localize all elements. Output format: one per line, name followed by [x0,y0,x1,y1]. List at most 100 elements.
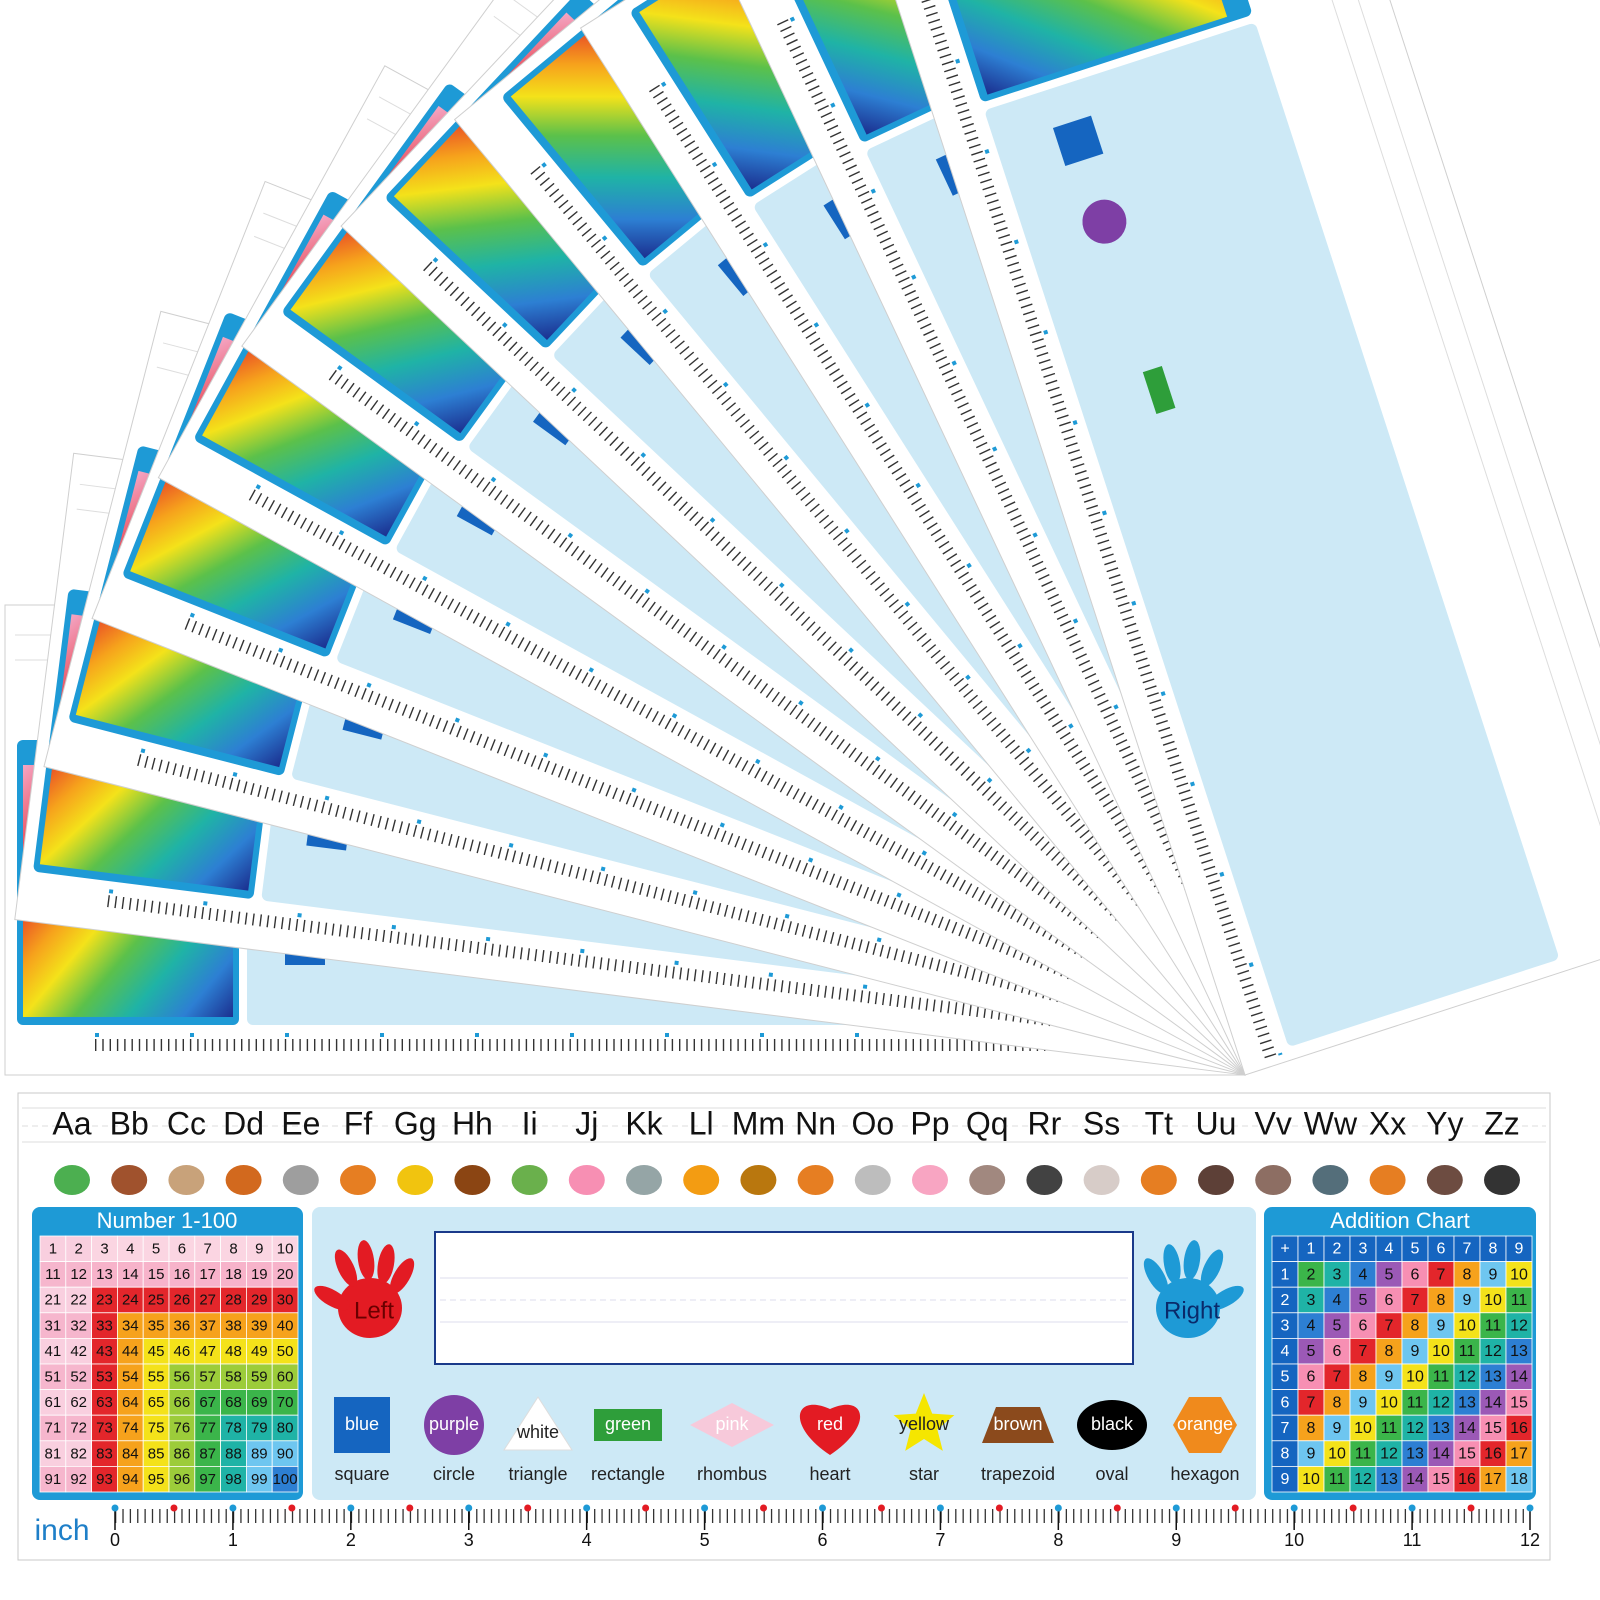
ruler-half-dot [406,1504,414,1512]
number-cell [271,1235,299,1263]
ruler-dot [701,1504,709,1512]
animal-icon [1140,1165,1177,1195]
shape-color-label: green [605,1414,651,1434]
addition-label: 6 [1333,1343,1342,1360]
number-label: 53 [96,1368,113,1385]
number-label: 12 [70,1266,87,1283]
number-label: 52 [70,1368,87,1385]
ruler-half-dot [642,1504,650,1512]
shape-color-label: purple [429,1414,479,1434]
shape-color-label: orange [1177,1414,1233,1434]
addition-header-label: 3 [1359,1241,1368,1258]
number-label: 49 [251,1343,268,1360]
number-label: 27 [199,1292,216,1309]
addition-label: 14 [1406,1471,1424,1488]
number-label: 56 [174,1368,191,1385]
number-cell [245,1261,273,1288]
number-label: 44 [122,1343,139,1360]
animal-icon [54,1165,90,1195]
alphabet-letter: Pp [910,1105,949,1141]
addition-cell [1453,1389,1481,1416]
number-label: 43 [96,1343,113,1360]
addition-cell [1349,1466,1377,1493]
number-label: 97 [199,1471,216,1488]
number-cell [194,1363,222,1391]
shape-name: hexagon [1170,1464,1239,1484]
number-label: 94 [122,1471,139,1488]
addition-label: 10 [1458,1318,1476,1335]
addition-cell [1505,1440,1533,1467]
animal-icon [1255,1165,1292,1195]
ruler-dot [347,1504,355,1512]
number-label: 40 [277,1317,294,1334]
ruler-half-dot [1349,1504,1357,1512]
ruler-dot [1526,1504,1534,1512]
alphabet-letter: Zz [1484,1105,1520,1141]
ruler-label: 9 [1171,1530,1181,1550]
alphabet-letter: Yy [1426,1105,1463,1141]
animal-icon [969,1165,1006,1195]
number-label: 2 [75,1240,83,1257]
number-label: 68 [225,1394,242,1411]
addition-cell [1323,1389,1351,1416]
number-cell [168,1389,196,1416]
number-label: 24 [122,1292,139,1309]
number-label: 7 [204,1240,212,1257]
alphabet-letter: Ee [281,1105,320,1141]
finger [334,1249,358,1287]
number-label: 26 [174,1292,191,1309]
number-label: 63 [96,1394,113,1411]
addition-header-cell [1375,1235,1403,1263]
number-label: 81 [45,1445,62,1462]
addition-header-label: 6 [1437,1241,1446,1258]
number-label: 98 [225,1471,242,1488]
addition-cell [1427,1261,1455,1288]
addition-cell [1505,1261,1533,1288]
number-cell [271,1440,299,1467]
shape [690,1403,774,1447]
number-cell [168,1235,196,1263]
addition-label: 10 [1484,1292,1502,1309]
addition-label: 2 [1281,1292,1290,1309]
addition-label: 12 [1406,1420,1424,1437]
number-label: 36 [174,1317,191,1334]
addition-label: 10 [1510,1266,1528,1283]
number-label: 11 [45,1266,61,1283]
number-label: 41 [45,1343,62,1360]
addition-label: 13 [1380,1471,1398,1488]
ruler-dot [1408,1504,1416,1512]
addition-cell [1453,1466,1481,1493]
number-label: 34 [122,1317,139,1334]
addition-cell [1401,1338,1429,1365]
number-label: 28 [225,1292,242,1309]
number-cell [91,1466,118,1493]
number-cell [39,1338,67,1365]
number-label: 60 [277,1368,294,1385]
finger [1200,1249,1224,1287]
addition-label: 6 [1411,1266,1420,1283]
addition-cell [1271,1338,1299,1365]
shape-color-label: red [817,1414,843,1434]
addition-label: 15 [1484,1420,1502,1437]
number-cell [39,1466,67,1493]
number-cell [39,1286,67,1314]
number-label: 45 [148,1343,165,1360]
number-label: 90 [277,1445,294,1462]
addition-cell [1479,1466,1507,1493]
shape-color-label: brown [993,1414,1042,1434]
alphabet-letter: Uu [1196,1105,1237,1141]
addition-label: 12 [1510,1318,1528,1335]
addition-label: 14 [1484,1394,1502,1411]
animal-icon [1312,1165,1349,1195]
number-label: 16 [174,1266,191,1283]
alphabet-letter: Mm [732,1105,785,1141]
addition-label: 15 [1432,1471,1450,1488]
number-label: 74 [122,1420,139,1437]
addition-header-label: 2 [1333,1241,1342,1258]
number-cell [245,1363,273,1391]
addition-label: 13 [1432,1420,1450,1437]
animal-icon [225,1165,262,1195]
number-label: 55 [148,1368,165,1385]
number-label: 37 [199,1317,216,1334]
finger [377,1244,395,1284]
